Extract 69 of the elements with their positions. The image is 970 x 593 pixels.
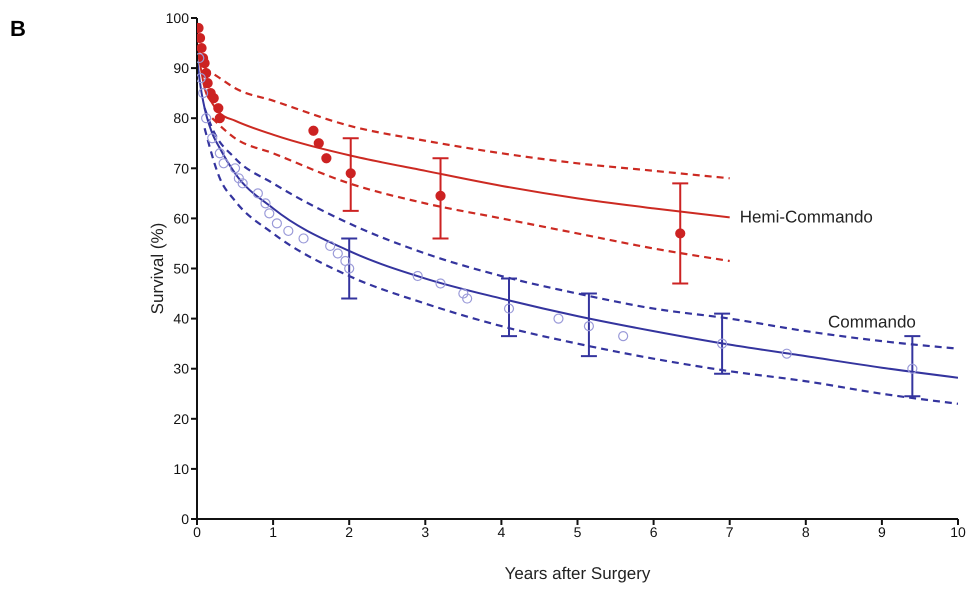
point [272, 218, 282, 229]
series-label: Hemi-Commando [740, 207, 873, 226]
x-tick-label: 10 [950, 524, 966, 540]
y-tick-label: 60 [173, 210, 190, 226]
y-tick-label: 80 [173, 110, 190, 126]
point [907, 364, 918, 374]
point [553, 314, 564, 324]
text: B [10, 16, 26, 42]
y-tick-label: 10 [173, 460, 190, 477]
point [218, 158, 229, 168]
x-tick-label: 7 [726, 524, 734, 540]
y-tick-label: 70 [173, 160, 190, 176]
point [504, 303, 514, 314]
x-axis-title: Years after Surgery [504, 564, 651, 583]
point [202, 78, 213, 88]
y-tick-label: 40 [173, 310, 190, 327]
x-tick-label: 3 [421, 524, 430, 540]
point [314, 138, 324, 148]
point [197, 42, 207, 54]
point [344, 263, 354, 274]
x-tick-label: 2 [345, 524, 354, 540]
point [308, 126, 319, 136]
point [584, 321, 594, 332]
point [435, 278, 446, 289]
point [234, 173, 244, 184]
point [238, 178, 248, 188]
point [264, 208, 274, 218]
point [458, 288, 468, 299]
y-tick-label: 0 [181, 510, 190, 527]
point [675, 228, 686, 239]
point [782, 348, 792, 359]
x-tick-label: 5 [574, 524, 582, 540]
point [283, 226, 294, 236]
y-axis-title: Survival (%) [148, 222, 168, 314]
y-tick-label: 20 [173, 410, 190, 427]
point [346, 168, 356, 178]
point [214, 113, 225, 124]
y-tick-label: 30 [173, 360, 190, 377]
point [201, 113, 212, 124]
point [252, 188, 263, 198]
point [435, 190, 446, 201]
x-tick-label: 8 [802, 524, 810, 540]
x-tick-label: 1 [269, 524, 278, 540]
point [198, 88, 208, 98]
point [214, 148, 225, 158]
y-tick-label: 50 [173, 260, 190, 276]
point [260, 198, 271, 208]
y-tick-label: 90 [173, 60, 190, 76]
point [716, 338, 728, 349]
point [207, 133, 218, 144]
point [325, 240, 336, 252]
y-tick-label: 100 [166, 10, 190, 26]
x-tick-label: 4 [498, 524, 506, 540]
point [340, 256, 350, 266]
point [332, 248, 343, 259]
series-label: Commando [828, 312, 916, 332]
point [197, 73, 206, 84]
point [412, 270, 423, 282]
line-series [204, 127, 958, 405]
point [230, 163, 240, 174]
x-tick-label: 9 [878, 524, 886, 540]
point [618, 331, 628, 342]
x-tick-label: 0 [193, 524, 202, 540]
point [213, 103, 224, 114]
point [462, 293, 472, 304]
point [298, 233, 309, 244]
point [321, 153, 332, 164]
x-tick-label: 6 [650, 524, 658, 540]
point [208, 93, 219, 104]
